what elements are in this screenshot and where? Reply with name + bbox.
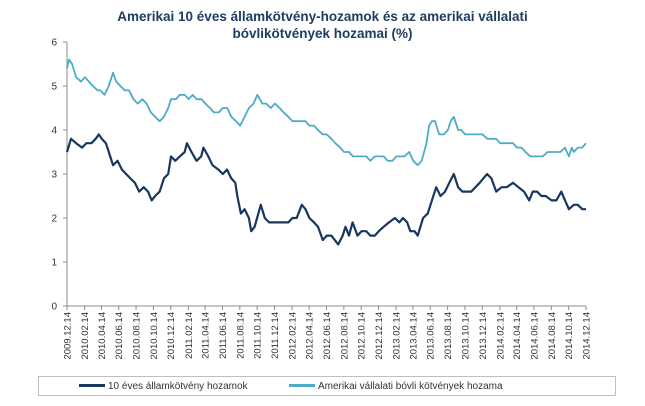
y-tick-label: 5 bbox=[51, 82, 57, 93]
x-tick-label: 2013.12.14 bbox=[478, 312, 489, 360]
x-tick-label: 2012.06.14 bbox=[322, 312, 333, 360]
series-line-junk-bond bbox=[66, 58, 587, 167]
x-tick-label: 2011.12.14 bbox=[270, 312, 281, 359]
x-tick-label: 2010.12.14 bbox=[166, 312, 177, 360]
x-tick-label: 2013.10.14 bbox=[460, 312, 471, 360]
series-line-treasury bbox=[65, 133, 586, 246]
y-tick-label: 2 bbox=[51, 214, 57, 225]
y-tick-label: 3 bbox=[51, 170, 57, 181]
x-tick-label: 2014.04.14 bbox=[512, 312, 523, 360]
chart-title-line-2: bóvlikötvények hozamai (%) bbox=[232, 26, 413, 41]
legend-item-treasury: 10 éves államkötvény hozamok bbox=[79, 381, 248, 393]
x-tick-label: 2011.08.14 bbox=[235, 312, 246, 359]
y-tick-label: 1 bbox=[51, 258, 57, 269]
x-tick-label: 2013.08.14 bbox=[443, 312, 454, 360]
x-tick-label: 2014.12.14 bbox=[582, 312, 593, 360]
x-tick-label: 2014.02.14 bbox=[495, 312, 506, 360]
x-tick-label: 2012.02.14 bbox=[288, 312, 299, 360]
x-tick-label: 2014.10.14 bbox=[564, 312, 575, 360]
y-tick-label: 6 bbox=[51, 38, 57, 49]
x-tick-label: 2014.08.14 bbox=[547, 312, 558, 360]
chart-series-lines bbox=[65, 58, 587, 246]
x-tick-label: 2011.02.14 bbox=[184, 312, 195, 359]
chart-legend: 10 éves államkötvény hozamok Amerikai vá… bbox=[38, 376, 616, 396]
x-tick-label: 2011.06.14 bbox=[218, 312, 229, 359]
x-tick-label: 2010.06.14 bbox=[114, 312, 125, 360]
x-tick-label: 2013.06.14 bbox=[426, 312, 437, 360]
legend-label-treasury: 10 éves államkötvény hozamok bbox=[108, 381, 248, 392]
x-tick-label: 2012.08.14 bbox=[339, 312, 350, 360]
x-tick-label: 2011.04.14 bbox=[201, 312, 212, 359]
chart-title: Amerikai 10 éves államkötvény-hozamok és… bbox=[0, 8, 645, 42]
x-tick-label: 2010.02.14 bbox=[80, 312, 91, 360]
legend-swatch-junk-bond bbox=[289, 384, 315, 387]
legend-swatch-treasury bbox=[79, 384, 105, 387]
x-tick-label: 2010.10.14 bbox=[149, 312, 160, 360]
x-tick-label: 2011.10.14 bbox=[253, 312, 264, 359]
x-tick-label: 2012.04.14 bbox=[305, 312, 316, 360]
x-tick-label: 2009.12.14 bbox=[63, 312, 74, 360]
legend-item-junk-bond: Amerikai vállalati bóvli kötvények hozam… bbox=[289, 381, 503, 393]
chart-title-line-1: Amerikai 10 éves államkötvény-hozamok és… bbox=[117, 9, 528, 24]
x-tick-label: 2010.04.14 bbox=[97, 312, 108, 360]
y-tick-label: 4 bbox=[51, 126, 57, 137]
x-tick-label: 2013.02.14 bbox=[392, 312, 403, 360]
x-tick-label: 2013.04.14 bbox=[408, 312, 419, 360]
x-tick-label: 2012.12.14 bbox=[374, 312, 385, 360]
chart-axes: 0 1 2 3 4 5 6 2009.12.14 2010.02.14 2010.04.14 201… bbox=[51, 38, 592, 360]
x-tick-label: 2010.08.14 bbox=[132, 312, 143, 360]
x-tick-label: 2014.06.14 bbox=[529, 312, 540, 360]
x-tick-label: 2012.10.14 bbox=[357, 312, 368, 360]
y-tick-label: 0 bbox=[51, 302, 57, 313]
legend-label-junk-bond: Amerikai vállalati bóvli kötvények hozam… bbox=[318, 381, 503, 392]
